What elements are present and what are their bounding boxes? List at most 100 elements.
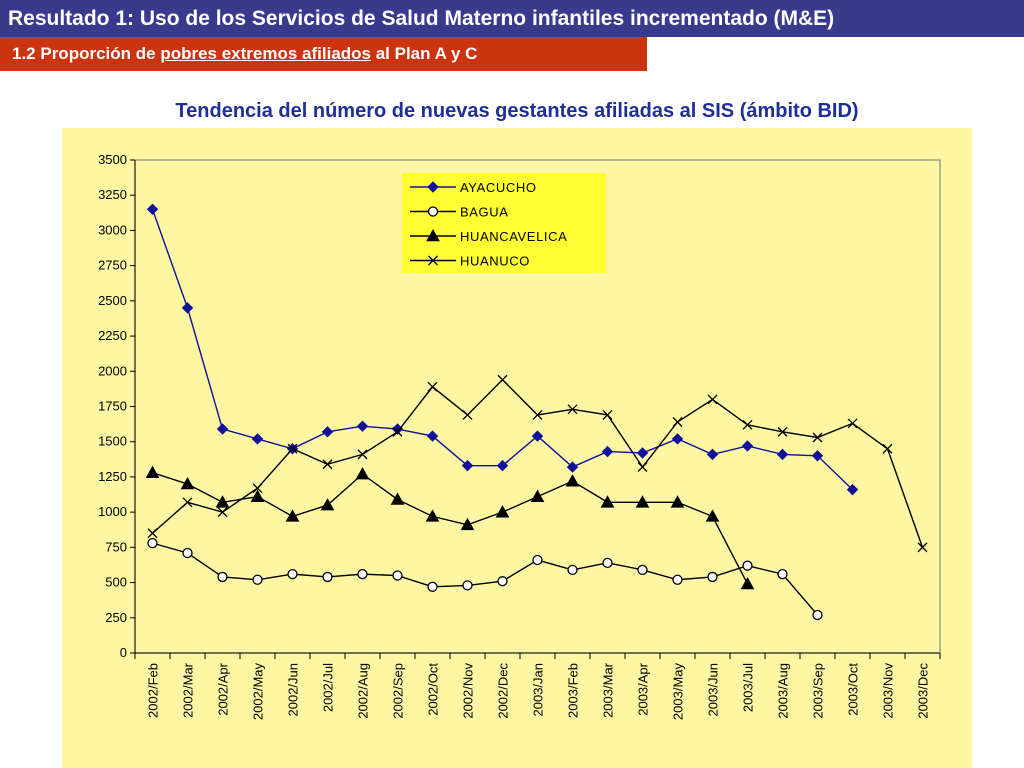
point-bagua xyxy=(672,574,683,585)
point-bagua xyxy=(392,570,403,581)
point-bagua xyxy=(322,571,333,583)
y-tick-label: 3250 xyxy=(98,187,127,202)
point-huancavelica xyxy=(530,489,545,502)
legend-marker-huanuco xyxy=(428,255,438,266)
point-ayacucho xyxy=(496,459,509,472)
point-ayacucho xyxy=(846,483,859,496)
x-tick-label: 2002/May xyxy=(251,663,266,721)
point-ayacucho xyxy=(426,430,439,442)
point-huanuco xyxy=(462,409,473,420)
point-huancavelica xyxy=(250,489,265,502)
y-tick-label: 500 xyxy=(105,575,127,590)
legend-label-ayacucho: AYACUCHO xyxy=(460,180,537,195)
point-huancavelica xyxy=(635,495,650,508)
point-huancavelica xyxy=(425,509,440,522)
x-tick-label: 2003/Mar xyxy=(601,662,616,718)
point-bagua xyxy=(777,568,788,580)
point-bagua xyxy=(357,568,368,580)
point-ayacucho xyxy=(636,447,649,459)
point-huanuco xyxy=(252,483,263,494)
y-tick-label: 1500 xyxy=(98,434,127,449)
subtitle-prefix: 1.2 Proporción de xyxy=(12,44,161,63)
point-huancavelica xyxy=(600,495,615,508)
subtitle-underlined-term: pobres extremos afiliados xyxy=(160,44,371,63)
y-tick-label: 1250 xyxy=(98,469,127,484)
point-huanuco xyxy=(497,374,508,385)
x-tick-label: 2002/Oct xyxy=(426,663,441,716)
x-tick-label: 2002/Apr xyxy=(216,662,231,715)
point-huancavelica xyxy=(215,495,230,508)
point-huancavelica xyxy=(180,476,195,490)
point-huancavelica xyxy=(320,498,335,511)
legend-marker-huancavelica xyxy=(426,228,440,242)
point-huanuco xyxy=(812,432,823,443)
y-tick-label: 1000 xyxy=(98,504,127,519)
point-ayacucho xyxy=(601,445,614,458)
x-tick-label: 2002/Sep xyxy=(391,663,406,719)
y-tick-label: 0 xyxy=(120,645,127,660)
line-chart: 0 250 500 750 1000 1250 1500 1750 2000 2250 2500 27… xyxy=(98,152,941,721)
point-huanuco xyxy=(182,497,193,508)
y-tick-label: 2250 xyxy=(98,328,127,343)
y-tick-label: 250 xyxy=(105,610,127,625)
point-huanuco xyxy=(707,394,718,405)
point-ayacucho xyxy=(356,420,369,432)
point-bagua xyxy=(567,564,578,576)
point-huanuco xyxy=(742,419,753,430)
x-tick-label: 2002/Mar xyxy=(181,662,196,718)
point-huanuco xyxy=(217,507,228,518)
x-tick-label: 2002/Jul xyxy=(321,663,336,712)
chart-panel: 0 250 500 750 1000 1250 1500 1750 2000 2250 2500 27… xyxy=(62,128,972,768)
x-tick-label: 2002/Dec xyxy=(496,663,511,719)
point-ayacucho xyxy=(321,426,334,438)
legend-marker-bagua xyxy=(427,206,439,217)
point-huanuco xyxy=(637,462,648,473)
point-ayacucho xyxy=(251,433,264,445)
point-huanuco xyxy=(847,418,858,429)
point-bagua xyxy=(147,537,158,549)
point-bagua xyxy=(287,568,298,580)
y-tick-label: 2750 xyxy=(98,258,127,273)
point-bagua xyxy=(707,571,718,583)
chart-title: Tendencia del número de nuevas gestantes… xyxy=(175,100,859,122)
legend-label-huancavelica: HUANCAVELICA xyxy=(460,229,567,244)
point-ayacucho xyxy=(741,440,754,452)
point-huancavelica xyxy=(145,465,160,479)
slide-subtitle: 1.2 Proporción de pobres extremos afilia… xyxy=(0,37,647,71)
y-tick-label: 3500 xyxy=(98,152,127,167)
point-huanuco xyxy=(357,449,368,460)
x-tick-label: 2003/Aug xyxy=(776,663,791,719)
x-tick-label: 2003/Jun xyxy=(706,663,721,717)
subtitle-suffix: al Plan A y C xyxy=(371,44,478,63)
point-ayacucho xyxy=(216,423,229,435)
point-bagua xyxy=(742,560,753,571)
point-huancavelica xyxy=(565,474,580,487)
point-huanuco xyxy=(287,443,298,454)
point-huancavelica xyxy=(460,517,475,531)
point-huanuco xyxy=(602,409,613,420)
point-huanuco xyxy=(427,381,438,392)
point-huanuco xyxy=(532,409,543,420)
point-ayacucho xyxy=(811,450,824,462)
point-bagua xyxy=(602,557,613,569)
point-huanuco xyxy=(882,443,893,454)
point-ayacucho xyxy=(671,433,684,445)
point-ayacucho xyxy=(706,448,719,461)
y-tick-label: 1750 xyxy=(98,399,127,414)
x-tick-label: 2003/Oct xyxy=(846,663,861,716)
point-bagua xyxy=(182,547,193,559)
point-bagua xyxy=(252,574,263,585)
point-ayacucho xyxy=(776,448,789,461)
x-tick-label: 2003/Jan xyxy=(531,663,546,717)
y-tick-label: 2000 xyxy=(98,363,127,378)
point-bagua xyxy=(637,564,648,576)
point-ayacucho xyxy=(181,302,194,314)
point-huanuco xyxy=(672,417,683,427)
x-tick-label: 2002/Aug xyxy=(356,663,371,719)
point-huancavelica xyxy=(740,576,755,590)
point-huanuco xyxy=(147,528,158,539)
point-ayacucho xyxy=(531,430,544,442)
x-tick-label: 2002/Jun xyxy=(286,663,301,717)
x-tick-label: 2003/Sep xyxy=(811,663,826,719)
series-line-bagua xyxy=(152,542,819,616)
